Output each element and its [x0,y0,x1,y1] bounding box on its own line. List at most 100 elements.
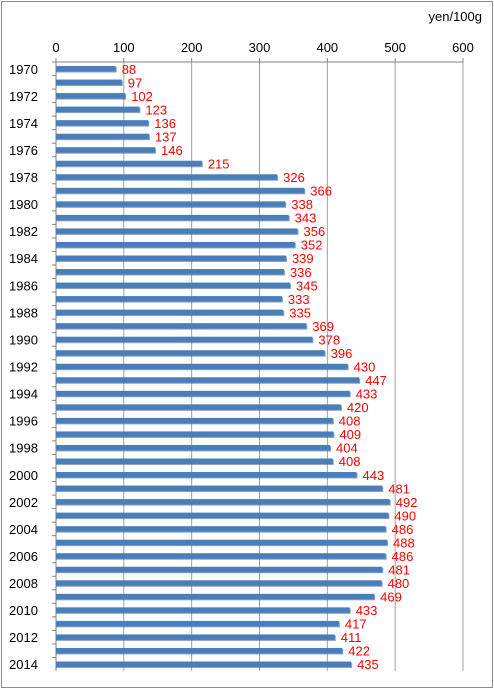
bar-1994 [56,390,350,397]
bar-1976 [56,147,156,153]
bar-1977 [56,160,202,167]
bar-2002 [56,499,390,505]
y-category-label: 1988 [9,305,38,320]
bar-1979 [56,187,305,194]
bar-1995 [56,404,341,410]
y-category-label: 1972 [9,89,38,104]
data-label-1975: 137 [155,129,177,144]
bar-1970 [56,66,116,72]
data-label-1993: 447 [365,373,387,388]
x-tick-label: 200 [181,40,203,55]
data-label-1994: 433 [356,387,378,402]
data-label-1986: 345 [296,278,318,293]
y-category-label: 1990 [9,332,38,347]
y-category-label: 2014 [9,657,38,672]
data-label-2013: 422 [348,644,370,659]
y-category-label: 2010 [9,603,38,618]
bar-1974 [56,120,149,126]
bar-1996 [56,417,333,424]
bar-2004 [56,526,386,532]
data-label-2011: 417 [345,617,367,632]
bar-1986 [56,282,291,289]
data-label-1979: 366 [310,184,332,199]
y-category-label: 1996 [9,414,38,429]
data-label-1983: 352 [301,238,323,253]
y-category-label: 1984 [9,251,38,266]
bar-1998 [56,444,331,451]
data-label-2008: 480 [388,576,410,591]
data-label-1978: 326 [283,170,305,185]
x-tick-label: 400 [316,40,338,55]
data-label-1995: 420 [347,400,369,415]
data-label-1984: 339 [292,251,314,266]
data-label-1985: 336 [290,265,312,280]
bar-1985 [56,269,284,275]
bar-1983 [56,241,295,248]
data-label-1976: 146 [161,143,183,158]
bar-1999 [56,458,333,464]
data-label-1970: 88 [122,62,136,77]
y-category-label: 1998 [9,441,38,456]
data-label-2004: 486 [392,522,414,537]
x-tick-label: 100 [113,40,135,55]
x-tick-label: 500 [384,40,406,55]
bar-1972 [56,93,126,99]
bar-2014 [56,661,352,667]
data-label-1977: 215 [208,157,230,172]
bar-2013 [56,647,343,654]
data-label-2005: 488 [393,535,415,550]
data-label-1997: 409 [339,427,361,442]
data-label-1996: 408 [339,414,361,429]
bar-2000 [56,472,357,478]
data-label-1991: 396 [331,346,353,361]
bar-2007 [56,566,383,573]
bar-1982 [56,228,298,234]
y-category-label: 2002 [9,495,38,510]
data-label-1992: 430 [354,360,376,375]
data-label-1987: 333 [288,292,310,307]
x-tick-label: 0 [52,40,59,55]
bars [56,66,391,668]
data-label-1974: 136 [154,116,176,131]
bar-1978 [56,174,278,180]
bar-1988 [56,309,284,316]
y-category-label: 1992 [9,360,38,375]
data-label-2014: 435 [357,657,379,672]
y-category-label: 1994 [9,387,38,402]
data-label-2009: 469 [380,590,402,605]
y-category-label: 1982 [9,224,38,239]
data-label-1980: 338 [291,197,313,212]
data-label-2000: 443 [363,468,385,483]
y-category-label: 1974 [9,116,38,131]
data-label-2007: 481 [388,563,410,578]
bar-2009 [56,593,375,600]
bar-1989 [56,323,307,329]
y-axis-categories: 1970 1972 1974 1976 1978 1980 1982 1984 1986 1988… [9,61,56,672]
bar-2012 [56,634,335,640]
bar-2003 [56,512,389,519]
data-label-1971: 97 [128,75,142,90]
bar-1991 [56,350,325,356]
data-label-1990: 378 [318,332,340,347]
data-label-1981: 343 [295,211,317,226]
data-label-1988: 335 [289,305,311,320]
data-label-1999: 408 [339,454,361,469]
bar-2008 [56,580,382,586]
data-label-1973: 123 [145,102,167,117]
x-tick-label: 600 [452,40,474,55]
y-category-label: 1980 [9,197,38,212]
y-category-label: 2006 [9,549,38,564]
unit-label: yen/100g [429,9,483,24]
data-label-2006: 486 [392,549,414,564]
y-category-label: 1978 [9,170,38,185]
data-label-2002: 492 [396,495,418,510]
bar-2006 [56,553,386,559]
data-label-1972: 102 [131,89,153,104]
data-label-2010: 433 [356,603,378,618]
bar-2001 [56,485,383,492]
bar-1993 [56,377,360,383]
bar-2010 [56,607,350,613]
